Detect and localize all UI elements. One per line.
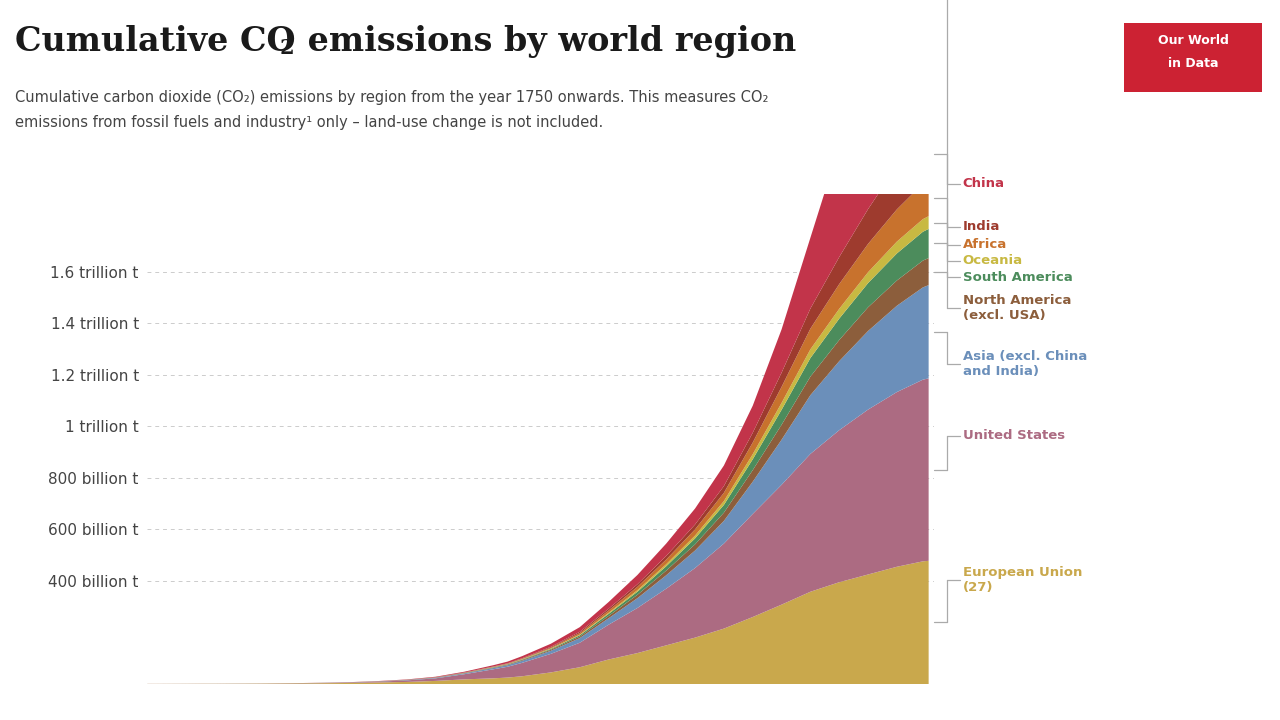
Text: emissions from fossil fuels and industry¹ only – land-use change is not included: emissions from fossil fuels and industry… [15,115,604,130]
Text: Africa: Africa [963,238,1007,251]
Text: United States: United States [963,429,1065,442]
Text: Oceania: Oceania [963,254,1023,267]
Text: Our World: Our World [1157,34,1229,47]
Text: Cumulative carbon dioxide (CO₂) emissions by region from the year 1750 onwards. : Cumulative carbon dioxide (CO₂) emission… [15,90,769,105]
Text: China: China [963,177,1005,190]
Text: North America
(excl. USA): North America (excl. USA) [963,294,1071,322]
Text: India: India [963,220,1000,233]
Text: European Union
(27): European Union (27) [963,566,1082,593]
Text: Asia (excl. China
and India): Asia (excl. China and India) [963,350,1087,377]
Text: Cumulative CO: Cumulative CO [15,25,296,58]
Text: South America: South America [963,271,1073,284]
Text: 2: 2 [280,38,294,58]
Text: emissions by world region: emissions by world region [296,25,796,58]
Text: in Data: in Data [1167,57,1219,70]
